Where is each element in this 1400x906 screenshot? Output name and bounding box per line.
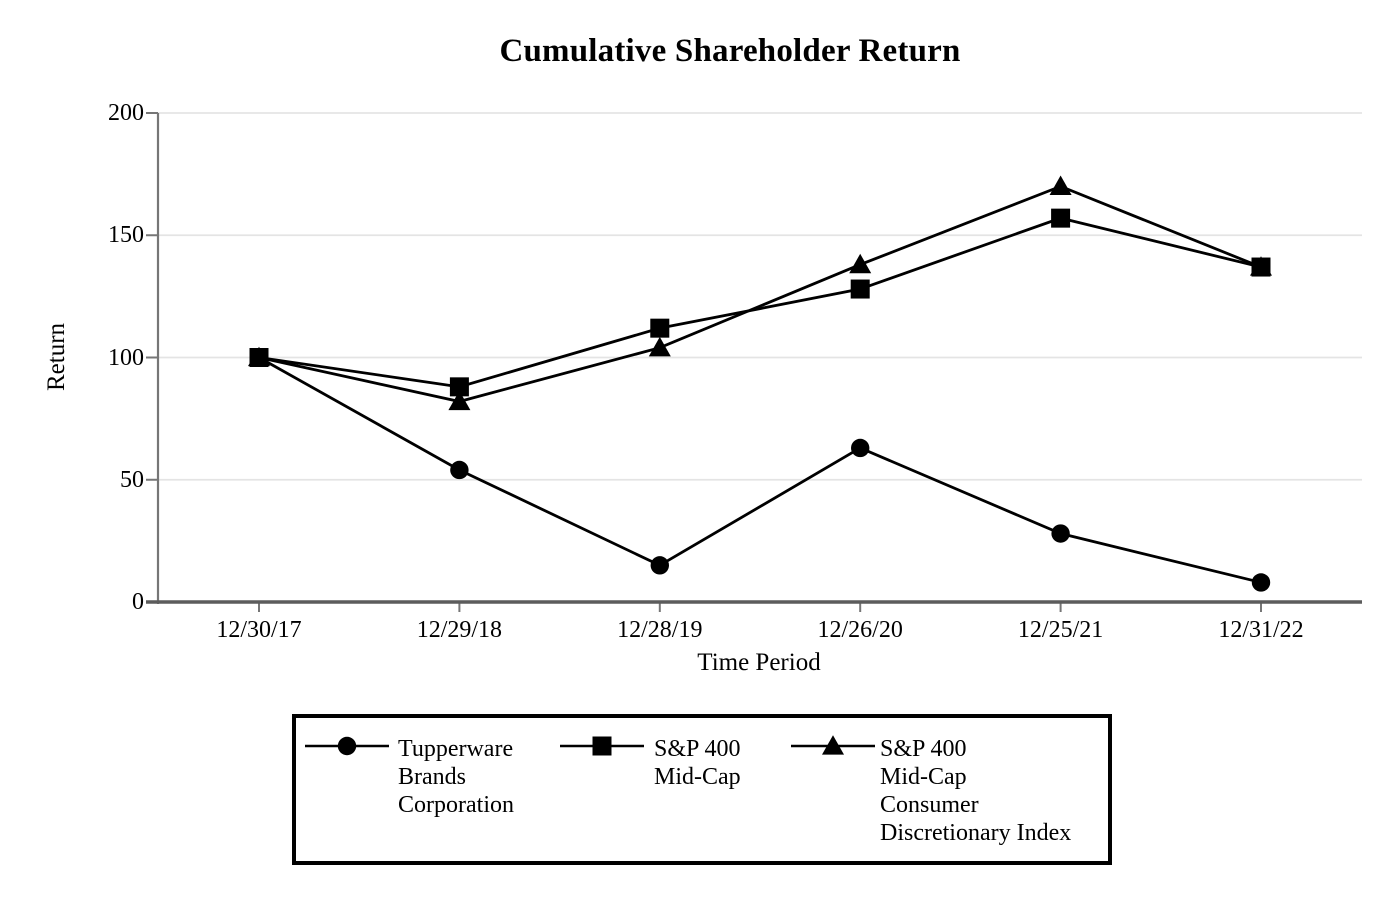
x-tick-label: 12/28/19 xyxy=(617,617,703,643)
circle-data-marker xyxy=(851,438,870,458)
circle-data-marker xyxy=(1051,524,1070,543)
square-data-marker xyxy=(249,348,269,367)
square-data-marker xyxy=(650,318,670,338)
legend: Tupperware Brands Corporation S&P 400 Mi… xyxy=(292,714,1112,865)
legend-label-tupperware: Tupperware Brands Corporation xyxy=(398,736,514,818)
triangle-data-marker xyxy=(448,390,471,411)
y-tick-label: 50 xyxy=(120,466,144,493)
legend-label-sp400-consumer-discretionary: S&P 400 Mid-Cap Consumer Discretionary I… xyxy=(880,736,1072,846)
triangle-data-marker xyxy=(849,253,872,274)
y-tick-label: 100 xyxy=(108,344,144,371)
square-marker-icon xyxy=(560,736,644,756)
chart-title: Cumulative Shareholder Return xyxy=(499,33,961,69)
y-tick-label: 150 xyxy=(108,222,144,249)
square-data-marker xyxy=(1051,208,1071,228)
circle-data-marker xyxy=(650,556,669,575)
x-tick-label: 12/29/18 xyxy=(416,617,503,643)
x-tick-label: 12/31/22 xyxy=(1218,617,1304,643)
circle-data-marker xyxy=(337,736,357,756)
triangle-data-marker xyxy=(1049,175,1072,195)
square-data-marker xyxy=(449,377,469,397)
series-line-square xyxy=(258,216,1262,389)
x-tick-label: 12/30/17 xyxy=(216,617,302,643)
square-data-marker xyxy=(1251,257,1271,277)
x-tick-label: 12/25/21 xyxy=(1017,617,1104,643)
circle-marker-icon xyxy=(305,736,389,756)
triangle-data-marker xyxy=(822,735,844,755)
legend-label-sp400-midcap: S&P 400 Mid-Cap xyxy=(654,736,741,790)
y-tick-label: 0 xyxy=(132,589,144,615)
x-axis-title: Time Period xyxy=(697,649,821,676)
series-line-circle xyxy=(258,356,1262,584)
circle-data-marker xyxy=(1251,573,1271,592)
square-data-marker xyxy=(850,279,870,299)
triangle-data-marker xyxy=(648,336,671,357)
x-tick-label: 12/26/20 xyxy=(817,617,903,643)
circle-data-marker xyxy=(450,460,469,480)
series-line-triangle xyxy=(258,184,1262,403)
y-tick-label: 200 xyxy=(108,100,144,126)
square-data-marker xyxy=(592,736,612,756)
triangle-marker-icon xyxy=(791,735,875,755)
